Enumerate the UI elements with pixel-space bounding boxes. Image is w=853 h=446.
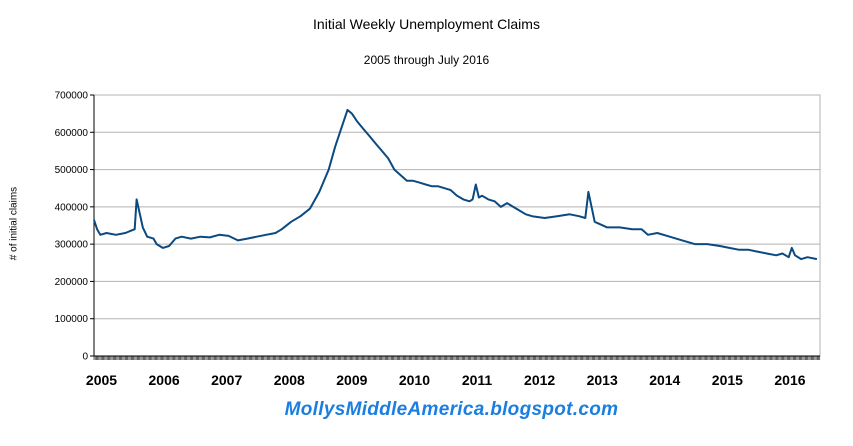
chart-subtitle: 2005 through July 2016: [363, 53, 490, 67]
x-tick-label: 2005: [86, 372, 117, 388]
y-tick-label: 600000: [55, 128, 89, 139]
chart-title: Initial Weekly Unemployment Claims: [313, 16, 540, 32]
x-tick-label: 2016: [774, 372, 805, 388]
y-tick-label: 500000: [55, 165, 89, 176]
y-tick-label: 300000: [55, 240, 89, 251]
x-tick-label: 2008: [274, 372, 305, 388]
y-tick-label: 400000: [55, 202, 89, 213]
x-tick-label: 2007: [211, 372, 242, 388]
x-tick-label: 2009: [336, 372, 367, 388]
x-tick-label: 2006: [149, 372, 180, 388]
y-tick-label: 100000: [55, 314, 89, 325]
x-tick-label: 2010: [399, 372, 430, 388]
series-line: [93, 108, 818, 261]
x-tick-label: 2014: [649, 372, 680, 388]
blog-watermark: MollysMiddleAmerica.blogspot.com: [284, 399, 619, 420]
y-tick-label: 200000: [55, 277, 89, 288]
y-tick-label: 0: [82, 352, 88, 363]
x-tick-label: 2015: [712, 372, 743, 388]
plot-area: [93, 94, 821, 357]
x-tick-label: 2011: [462, 372, 493, 388]
y-tick-label: 700000: [55, 91, 89, 102]
x-tick-label: 2013: [587, 372, 618, 388]
x-tick-label: 2012: [524, 372, 555, 388]
